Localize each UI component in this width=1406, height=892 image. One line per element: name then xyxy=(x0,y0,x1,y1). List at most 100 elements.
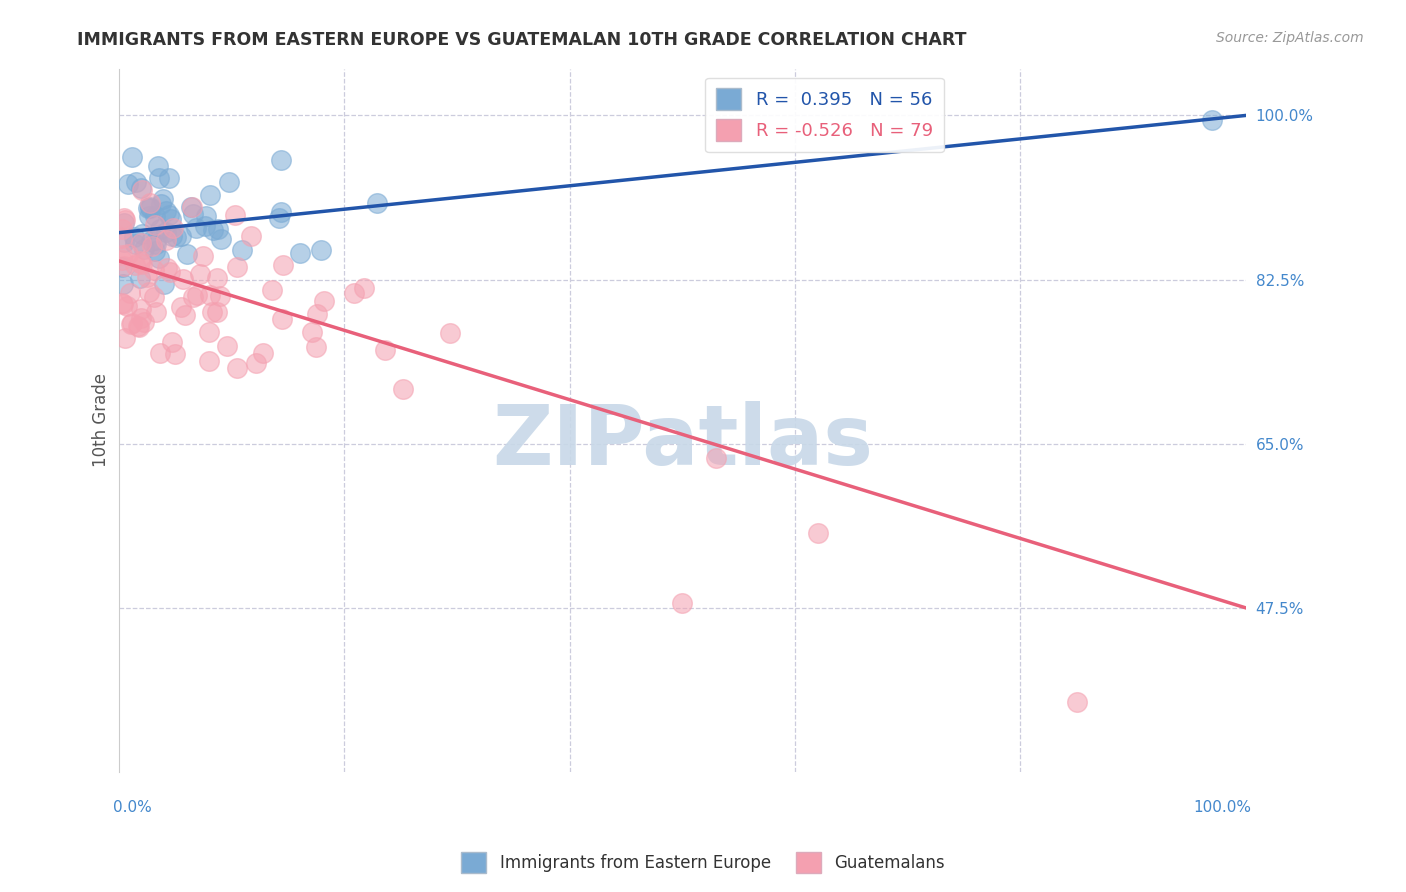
Point xyxy=(215,339,238,353)
Point xyxy=(155,233,177,247)
Point xyxy=(218,175,240,189)
Point xyxy=(122,230,145,244)
Point xyxy=(149,221,172,235)
Point xyxy=(128,320,150,334)
Point xyxy=(224,208,246,222)
Point xyxy=(198,288,221,302)
Point xyxy=(267,211,290,225)
Point xyxy=(120,318,142,332)
Point xyxy=(112,296,135,310)
Point xyxy=(311,244,333,258)
Point xyxy=(205,271,228,285)
Point xyxy=(145,305,167,319)
Point xyxy=(139,200,162,214)
Point xyxy=(143,263,166,277)
Point xyxy=(146,159,169,173)
Point xyxy=(704,450,727,465)
Point xyxy=(121,316,143,330)
Point xyxy=(172,272,194,286)
Point xyxy=(155,225,177,239)
Point xyxy=(288,246,311,260)
Point xyxy=(197,325,219,339)
Point xyxy=(271,258,294,272)
Point xyxy=(160,334,183,349)
Point xyxy=(131,184,153,198)
Point xyxy=(183,207,205,221)
Point xyxy=(129,254,152,268)
Point xyxy=(127,318,149,333)
Legend: R =  0.395   N = 56, R = -0.526   N = 79: R = 0.395 N = 56, R = -0.526 N = 79 xyxy=(706,78,943,153)
Point xyxy=(314,293,336,308)
Text: 100.0%: 100.0% xyxy=(1194,800,1251,815)
Point xyxy=(152,192,174,206)
Point xyxy=(111,252,134,267)
Point xyxy=(157,208,180,222)
Point xyxy=(111,248,134,262)
Point xyxy=(157,171,180,186)
Point xyxy=(125,175,148,189)
Point xyxy=(180,200,202,214)
Legend: Immigrants from Eastern Europe, Guatemalans: Immigrants from Eastern Europe, Guatemal… xyxy=(454,846,952,880)
Point xyxy=(111,260,134,274)
Point xyxy=(205,305,228,319)
Text: ZIPatlas: ZIPatlas xyxy=(492,401,873,482)
Y-axis label: 10th Grade: 10th Grade xyxy=(93,374,110,467)
Point xyxy=(148,251,170,265)
Point xyxy=(184,220,207,235)
Point xyxy=(128,270,150,285)
Point xyxy=(374,343,396,358)
Point xyxy=(262,283,284,297)
Point xyxy=(165,229,187,244)
Point xyxy=(209,232,232,246)
Point xyxy=(150,197,173,211)
Point xyxy=(174,309,197,323)
Point xyxy=(145,233,167,247)
Text: 0.0%: 0.0% xyxy=(112,800,152,815)
Point xyxy=(270,205,292,219)
Point xyxy=(120,285,142,300)
Point xyxy=(201,223,224,237)
Point xyxy=(129,311,152,326)
Point xyxy=(134,315,156,329)
Point xyxy=(138,195,160,210)
Point xyxy=(188,267,211,281)
Point xyxy=(176,247,198,261)
Point xyxy=(117,178,139,192)
Point xyxy=(117,247,139,261)
Point xyxy=(1201,113,1223,128)
Point xyxy=(301,325,323,339)
Point xyxy=(163,346,186,360)
Point xyxy=(138,285,160,300)
Point xyxy=(671,596,693,610)
Point xyxy=(149,346,172,360)
Point xyxy=(170,229,193,244)
Point xyxy=(239,229,262,244)
Point xyxy=(343,285,366,300)
Point xyxy=(1066,695,1088,709)
Point xyxy=(148,171,170,186)
Point xyxy=(252,345,274,359)
Point xyxy=(141,239,163,253)
Point xyxy=(208,289,231,303)
Point xyxy=(124,236,146,251)
Point xyxy=(111,231,134,245)
Point xyxy=(145,237,167,252)
Point xyxy=(115,299,138,313)
Point xyxy=(305,341,328,355)
Point xyxy=(153,277,176,292)
Point xyxy=(226,260,249,274)
Point xyxy=(129,301,152,316)
Point xyxy=(245,356,267,370)
Point xyxy=(156,261,179,276)
Point xyxy=(305,307,328,321)
Point xyxy=(114,213,136,227)
Point xyxy=(139,235,162,249)
Point xyxy=(134,243,156,257)
Point xyxy=(159,265,181,279)
Point xyxy=(131,258,153,272)
Point xyxy=(145,218,167,232)
Point xyxy=(207,222,229,236)
Point xyxy=(124,258,146,272)
Point xyxy=(135,269,157,284)
Point xyxy=(191,249,214,263)
